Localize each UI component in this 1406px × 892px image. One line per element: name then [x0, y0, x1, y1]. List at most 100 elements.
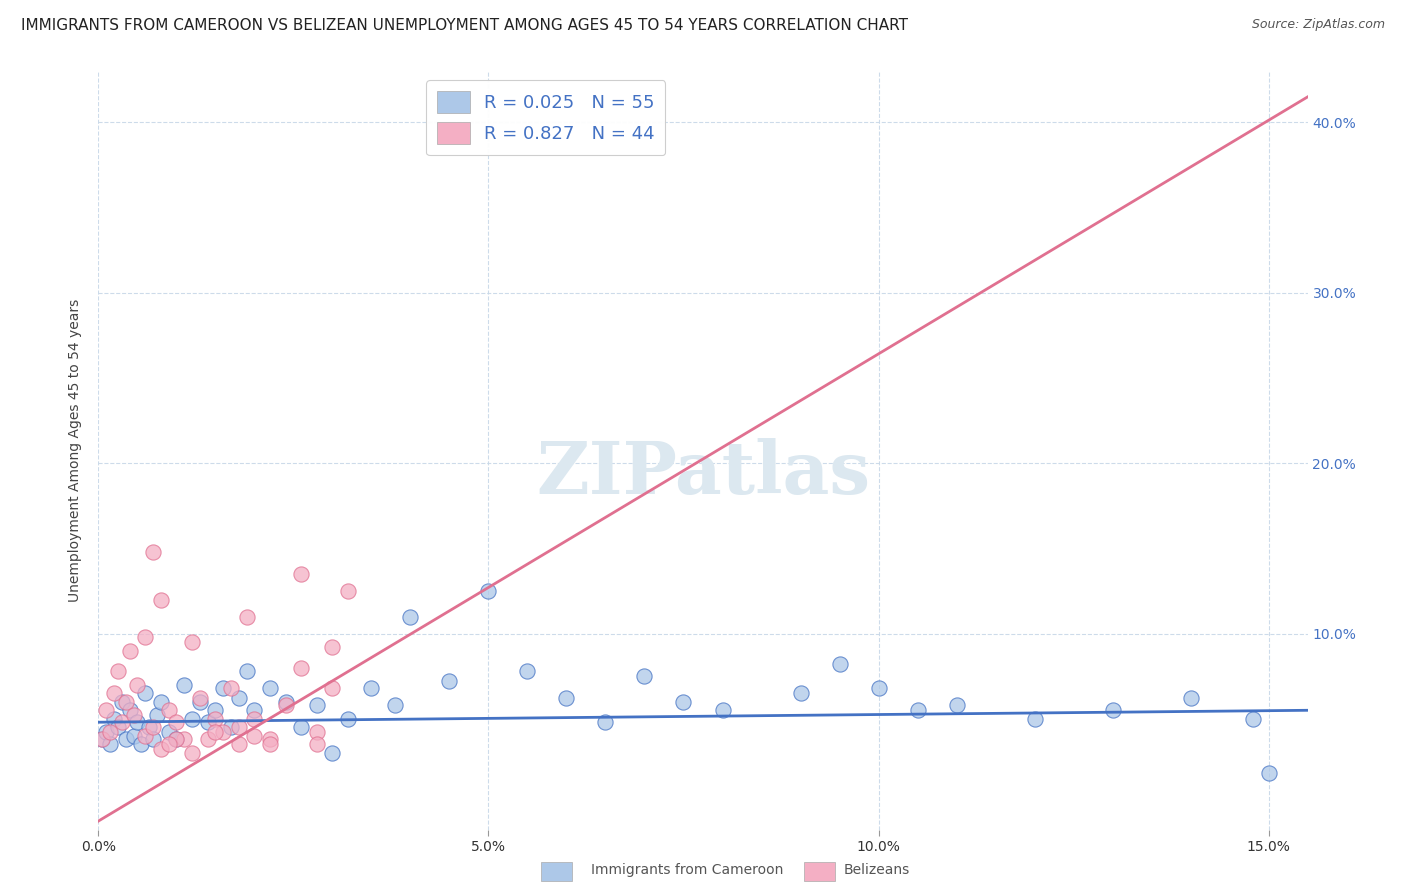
Point	[243, 729, 266, 743]
Point	[212, 681, 235, 695]
Point	[290, 566, 312, 581]
Point	[305, 698, 328, 713]
Point	[157, 737, 180, 751]
Text: Belizeans: Belizeans	[844, 863, 910, 877]
Point	[111, 695, 134, 709]
Point	[111, 715, 134, 730]
Point	[98, 737, 121, 751]
Point	[907, 703, 929, 717]
Point	[228, 691, 250, 706]
Point	[114, 695, 136, 709]
Point	[165, 732, 187, 747]
Point	[1101, 703, 1123, 717]
Point	[321, 746, 343, 760]
Point	[142, 545, 165, 559]
Point	[181, 635, 204, 649]
Point	[219, 720, 242, 734]
Legend: R = 0.025   N = 55, R = 0.827   N = 44: R = 0.025 N = 55, R = 0.827 N = 44	[426, 80, 665, 155]
Point	[142, 732, 165, 747]
Point	[516, 664, 538, 678]
Text: ZIPatlas: ZIPatlas	[536, 438, 870, 508]
Point	[337, 712, 360, 726]
Point	[212, 725, 235, 739]
Point	[274, 698, 297, 713]
Point	[321, 681, 343, 695]
Point	[91, 732, 114, 747]
Point	[711, 703, 734, 717]
Point	[197, 715, 219, 730]
Point	[204, 703, 226, 717]
Point	[305, 725, 328, 739]
Point	[1257, 766, 1279, 780]
Y-axis label: Unemployment Among Ages 45 to 54 years: Unemployment Among Ages 45 to 54 years	[69, 299, 83, 602]
Point	[96, 703, 118, 717]
Point	[173, 678, 195, 692]
Point	[149, 695, 172, 709]
Text: Immigrants from Cameroon: Immigrants from Cameroon	[591, 863, 783, 877]
Point	[149, 592, 172, 607]
Point	[122, 729, 145, 743]
Point	[439, 674, 461, 689]
Point	[197, 732, 219, 747]
Point	[188, 695, 211, 709]
Point	[181, 712, 204, 726]
Point	[157, 725, 180, 739]
Point	[127, 678, 149, 692]
Point	[103, 712, 125, 726]
Point	[149, 742, 172, 756]
Point	[633, 669, 655, 683]
Point	[122, 708, 145, 723]
Point	[243, 703, 266, 717]
Point	[259, 737, 281, 751]
Point	[290, 720, 312, 734]
Point	[868, 681, 890, 695]
Point	[91, 732, 114, 747]
Point	[181, 746, 204, 760]
Point	[107, 664, 129, 678]
Point	[384, 698, 406, 713]
Text: IMMIGRANTS FROM CAMEROON VS BELIZEAN UNEMPLOYMENT AMONG AGES 45 TO 54 YEARS CORR: IMMIGRANTS FROM CAMEROON VS BELIZEAN UNE…	[21, 18, 908, 33]
Point	[134, 686, 156, 700]
Point	[96, 725, 118, 739]
Point	[1024, 712, 1046, 726]
Point	[228, 720, 250, 734]
Point	[305, 737, 328, 751]
Point	[259, 681, 281, 695]
Point	[134, 630, 156, 644]
Point	[103, 686, 125, 700]
Point	[555, 691, 578, 706]
Text: Source: ZipAtlas.com: Source: ZipAtlas.com	[1251, 18, 1385, 31]
Point	[157, 703, 180, 717]
Point	[98, 725, 121, 739]
Point	[1180, 691, 1202, 706]
Point	[165, 715, 187, 730]
Point	[188, 691, 211, 706]
Point	[127, 715, 149, 730]
Point	[828, 657, 851, 672]
Point	[274, 695, 297, 709]
Point	[477, 584, 499, 599]
Point	[134, 729, 156, 743]
Point	[228, 737, 250, 751]
Point	[146, 708, 169, 723]
Point	[107, 720, 129, 734]
Point	[789, 686, 811, 700]
Point	[173, 732, 195, 747]
Point	[259, 732, 281, 747]
Point	[118, 703, 141, 717]
Point	[235, 609, 257, 624]
Point	[131, 737, 153, 751]
Point	[204, 725, 226, 739]
Point	[235, 664, 257, 678]
Point	[360, 681, 382, 695]
Point	[399, 609, 422, 624]
Point	[165, 732, 187, 747]
Point	[114, 732, 136, 747]
Point	[337, 584, 360, 599]
Point	[290, 661, 312, 675]
Point	[219, 681, 242, 695]
Point	[672, 695, 695, 709]
Point	[945, 698, 967, 713]
Point	[243, 712, 266, 726]
Point	[1241, 712, 1264, 726]
